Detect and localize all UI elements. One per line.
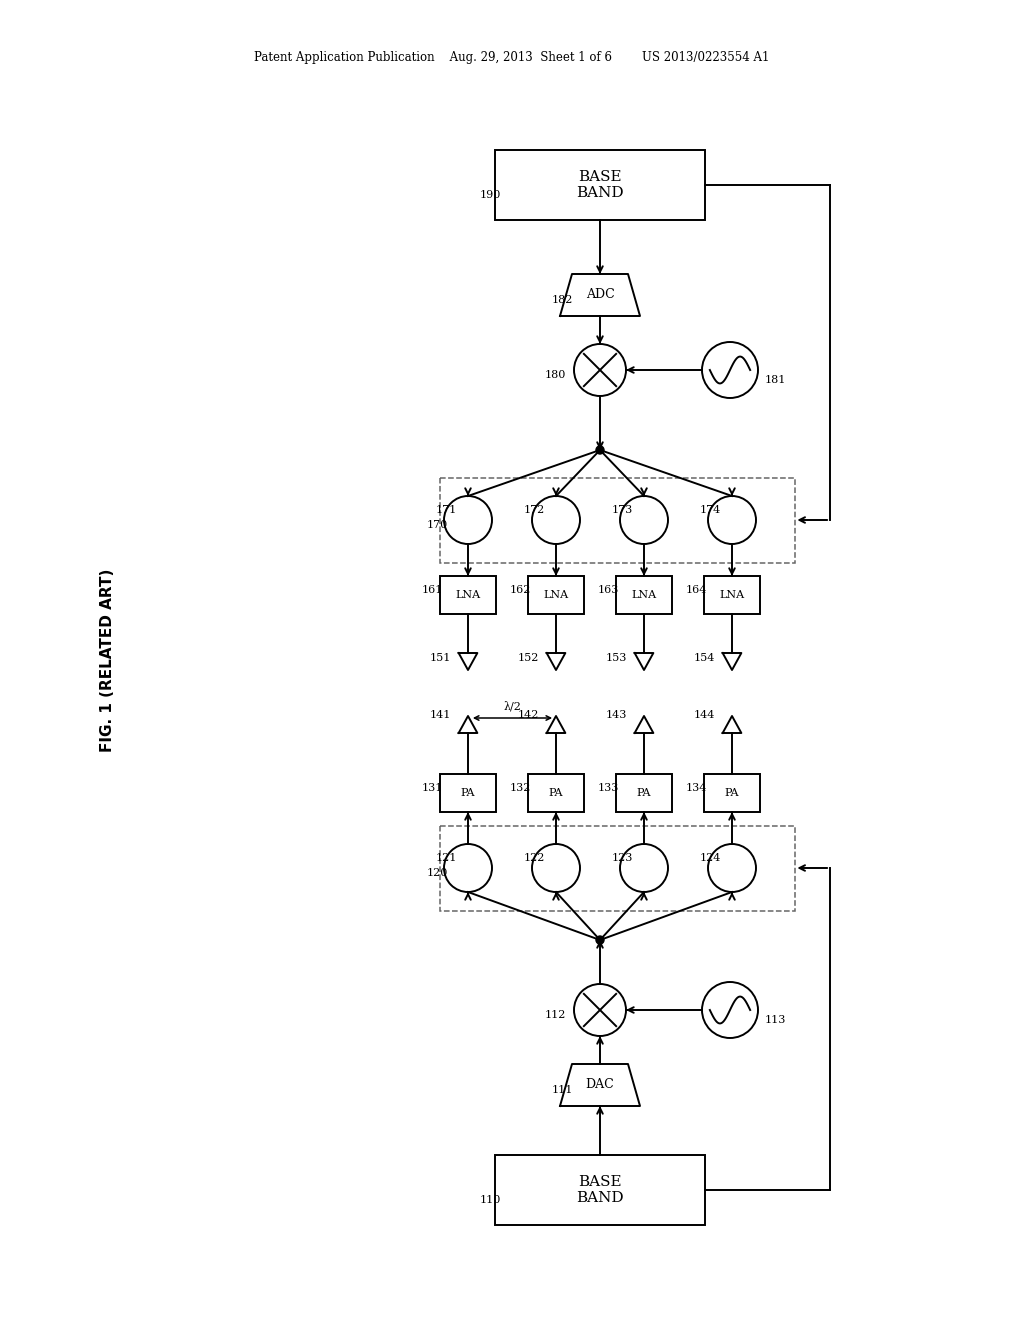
- Text: 170: 170: [427, 520, 449, 531]
- Text: LNA: LNA: [720, 590, 744, 601]
- Text: 133: 133: [598, 783, 620, 793]
- Text: LNA: LNA: [544, 590, 568, 601]
- Circle shape: [532, 496, 580, 544]
- Bar: [616, 774, 672, 812]
- Circle shape: [444, 843, 492, 892]
- Text: 123: 123: [612, 853, 634, 863]
- Text: 171: 171: [436, 506, 458, 515]
- Text: 111: 111: [552, 1085, 573, 1096]
- Text: 161: 161: [422, 585, 443, 595]
- Bar: [495, 150, 705, 220]
- Text: 190: 190: [480, 190, 502, 201]
- Bar: [440, 774, 496, 812]
- Text: 142: 142: [518, 710, 540, 719]
- Text: λ/2: λ/2: [504, 701, 521, 711]
- Bar: [528, 774, 584, 812]
- Text: 134: 134: [686, 783, 708, 793]
- Circle shape: [596, 446, 604, 454]
- Bar: [705, 774, 760, 812]
- Text: FIG. 1 (RELATED ART): FIG. 1 (RELATED ART): [100, 569, 116, 751]
- Circle shape: [620, 496, 668, 544]
- Text: 110: 110: [480, 1195, 502, 1205]
- Circle shape: [708, 843, 756, 892]
- Bar: [440, 576, 496, 614]
- Text: 154: 154: [694, 653, 716, 663]
- Text: DAC: DAC: [586, 1078, 614, 1092]
- Text: 112: 112: [545, 1010, 566, 1020]
- Text: PA: PA: [637, 788, 651, 799]
- Circle shape: [532, 843, 580, 892]
- Text: 151: 151: [430, 653, 452, 663]
- Bar: [439, 825, 795, 911]
- Circle shape: [574, 345, 626, 396]
- Text: 182: 182: [552, 294, 573, 305]
- Circle shape: [702, 342, 758, 399]
- Circle shape: [620, 843, 668, 892]
- Text: 174: 174: [700, 506, 721, 515]
- Text: 173: 173: [612, 506, 633, 515]
- Text: 120: 120: [427, 869, 449, 878]
- Text: 163: 163: [598, 585, 620, 595]
- Text: PA: PA: [461, 788, 475, 799]
- Text: 164: 164: [686, 585, 708, 595]
- Text: 143: 143: [606, 710, 628, 719]
- Text: 122: 122: [524, 853, 546, 863]
- Bar: [528, 576, 584, 614]
- Polygon shape: [560, 275, 640, 315]
- Polygon shape: [560, 1064, 640, 1106]
- Text: 152: 152: [518, 653, 540, 663]
- Text: Patent Application Publication    Aug. 29, 2013  Sheet 1 of 6        US 2013/022: Patent Application Publication Aug. 29, …: [254, 51, 770, 65]
- Text: 113: 113: [765, 1015, 786, 1026]
- Text: 132: 132: [510, 783, 531, 793]
- Bar: [616, 576, 672, 614]
- Text: LNA: LNA: [632, 590, 656, 601]
- Text: 131: 131: [422, 783, 443, 793]
- Text: LNA: LNA: [456, 590, 480, 601]
- Text: 121: 121: [436, 853, 458, 863]
- Text: BASE
BAND: BASE BAND: [577, 1175, 624, 1205]
- Circle shape: [708, 496, 756, 544]
- Text: 153: 153: [606, 653, 628, 663]
- Text: PA: PA: [549, 788, 563, 799]
- Circle shape: [574, 983, 626, 1036]
- Text: BASE
BAND: BASE BAND: [577, 170, 624, 201]
- Text: 180: 180: [545, 370, 566, 380]
- Text: 124: 124: [700, 853, 721, 863]
- Text: PA: PA: [725, 788, 739, 799]
- Text: 141: 141: [430, 710, 452, 719]
- Text: ADC: ADC: [586, 289, 614, 301]
- Text: 162: 162: [510, 585, 531, 595]
- Text: 144: 144: [694, 710, 716, 719]
- Text: 172: 172: [524, 506, 545, 515]
- Circle shape: [444, 496, 492, 544]
- Text: 181: 181: [765, 375, 786, 385]
- Circle shape: [702, 982, 758, 1038]
- Bar: [705, 576, 760, 614]
- Bar: [439, 478, 795, 562]
- Circle shape: [596, 936, 604, 944]
- Bar: [495, 1155, 705, 1225]
